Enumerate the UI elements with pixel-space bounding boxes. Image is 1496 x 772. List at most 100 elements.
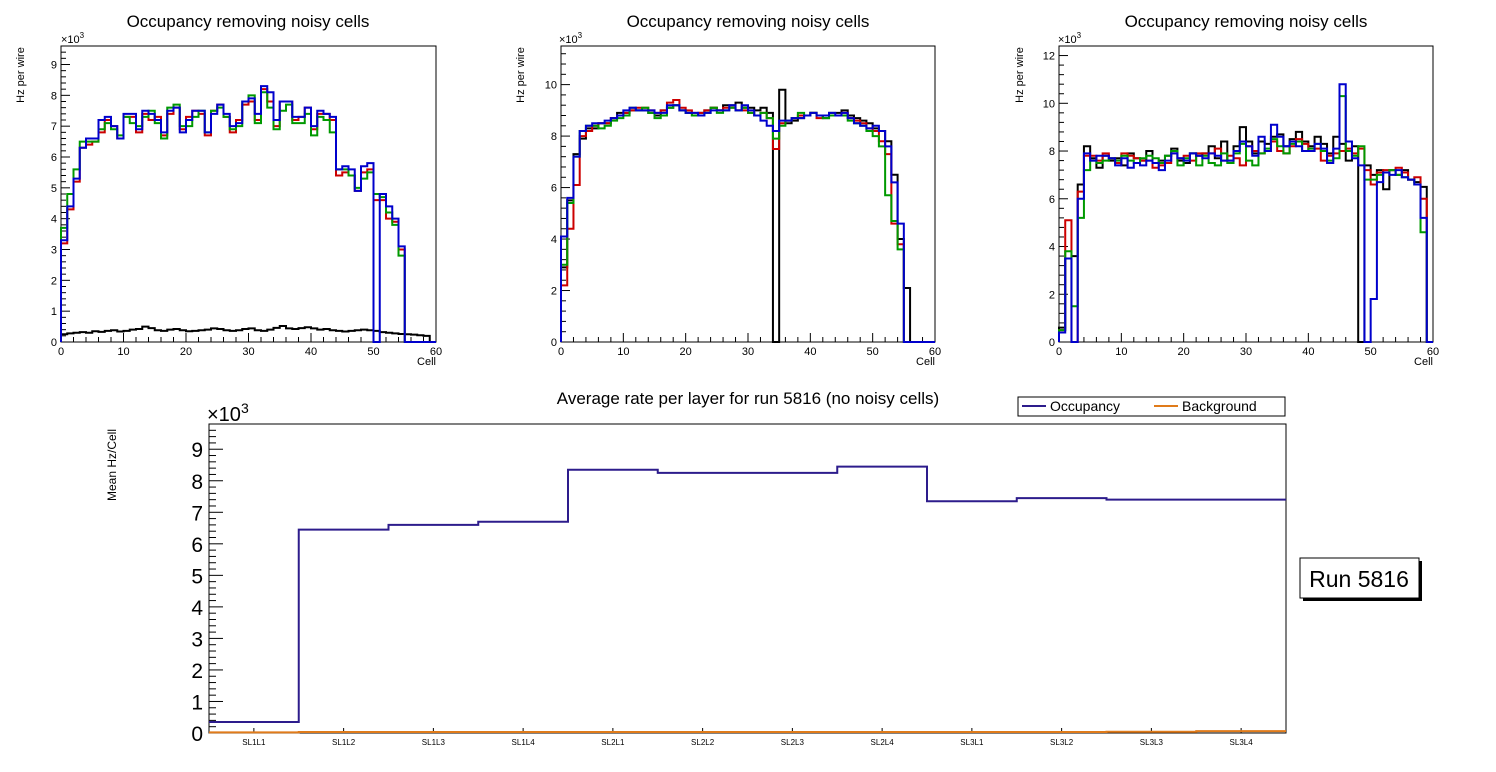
panel-4-ylabel: Mean Hz/Cell <box>105 429 119 501</box>
panel-3-series <box>1058 83 1433 343</box>
panel-4-ytick-label: 6 <box>191 534 203 557</box>
panel-4-ytick-label: 1 <box>191 691 203 714</box>
panel-3-xtick-label: 50 <box>1365 346 1377 358</box>
panel-4-ytick-label: 5 <box>191 565 203 588</box>
panel-4-ytick-label: 2 <box>191 660 203 683</box>
panel-4-ytick-label: 0 <box>191 723 203 746</box>
panel-1-xtick-label: 40 <box>305 346 317 358</box>
legend: Occupancy Background <box>1017 396 1286 417</box>
run-annotation-box <box>1299 557 1420 599</box>
panel-4: Average rate per layer for run 5816 (no … <box>105 389 1422 747</box>
panel-2: Occupancy removing noisy cells Hz per wi… <box>515 12 941 368</box>
panel-2-axes: 0 10 20 30 40 50 60 0 2 4 6 8 10 <box>545 53 941 358</box>
panel-4-category-label: SL1L3 <box>422 738 446 747</box>
panel-3-ytick-label: 2 <box>1049 289 1055 301</box>
panel-3-ytick-label: 8 <box>1049 146 1055 158</box>
panel-3-series-layer4 <box>1058 83 1433 343</box>
panel-1-ytick-label: 8 <box>51 90 57 102</box>
panel-3-xtick-label: 40 <box>1302 346 1314 358</box>
panel-2-xlabel: Cell <box>916 356 935 368</box>
panel-4-category-label: SL2L4 <box>871 738 895 747</box>
panel-4-category-label: SL1L2 <box>332 738 356 747</box>
panel-3-title: Occupancy removing noisy cells <box>1125 12 1368 31</box>
panel-4-series <box>209 465 1286 734</box>
panel-3-ytick-label: 4 <box>1049 242 1055 254</box>
legend-label-background: Background <box>1182 398 1257 414</box>
panel-1-ytick-label: 2 <box>51 275 57 287</box>
panel-1-xtick-label: 0 <box>58 346 64 358</box>
panel-2-xtick-label: 40 <box>804 346 816 358</box>
panel-3-ylabel: Hz per wire <box>1014 47 1026 103</box>
panel-1-ytick-label: 3 <box>51 245 57 257</box>
panel-4-ytick-label: 7 <box>191 502 203 525</box>
panel-1-ytick-label: 9 <box>51 60 57 72</box>
panel-3-xlabel: Cell <box>1414 356 1433 368</box>
panel-4-category-label: SL2L3 <box>781 738 805 747</box>
legend-label-occupancy: Occupancy <box>1050 398 1120 414</box>
panel-4-category-label: SL2L2 <box>691 738 715 747</box>
panel-1-series <box>60 85 436 343</box>
panel-3-xtick-label: 10 <box>1115 346 1127 358</box>
panel-2-ytick-label: 0 <box>551 337 557 349</box>
panel-1-xlabel: Cell <box>417 356 436 368</box>
panel-4-category-label: SL1L4 <box>512 738 536 747</box>
panel-3-xtick-label: 20 <box>1178 346 1190 358</box>
panel-3-series-layer3 <box>1058 95 1433 343</box>
legend-box <box>1017 396 1286 417</box>
panel-1-ytick-label: 1 <box>51 306 57 318</box>
panel-4-frame <box>208 423 1287 734</box>
panel-1-xtick-label: 60 <box>430 346 442 358</box>
panel-2-title: Occupancy removing noisy cells <box>627 12 870 31</box>
panel-1-ytick-label: 0 <box>51 337 57 349</box>
panel-4-series-occupancy <box>209 465 1286 723</box>
panel-1-xtick-label: 10 <box>117 346 129 358</box>
panel-1-series-layer4 <box>60 85 436 343</box>
panel-2-exponent: ×103 <box>559 31 583 46</box>
panel-2-ylabel: Hz per wire <box>515 47 527 103</box>
panel-1-ytick-label: 6 <box>51 152 57 164</box>
panel-4-title: Average rate per layer for run 5816 (no … <box>557 389 939 408</box>
panel-2-xtick-label: 60 <box>929 346 941 358</box>
panel-2-xtick-label: 10 <box>617 346 629 358</box>
panel-3-axes: 0 10 20 30 40 50 60 0 2 4 6 8 10 12 <box>1043 45 1439 358</box>
panel-2-series-layer3 <box>560 104 935 343</box>
panel-2-ytick-label: 10 <box>545 80 557 92</box>
panel-2-ytick-label: 2 <box>551 286 557 298</box>
panel-2-series-layer4 <box>560 104 935 343</box>
panel-1-ytick-label: 5 <box>51 183 57 195</box>
panel-1-xtick-label: 20 <box>180 346 192 358</box>
panel-3-xtick-label: 60 <box>1427 346 1439 358</box>
panel-3: Occupancy removing noisy cells Hz per wi… <box>1014 12 1439 368</box>
panel-4-category-label: SL3L3 <box>1140 738 1164 747</box>
panel-2-xtick-label: 30 <box>742 346 754 358</box>
panel-4-category-label: SL3L2 <box>1050 738 1074 747</box>
panel-2-series <box>560 88 935 343</box>
panel-4-series-background <box>209 730 1286 734</box>
panel-2-xtick-label: 50 <box>867 346 879 358</box>
run-annotation: Run 5816 <box>1299 557 1422 601</box>
panel-2-frame <box>560 45 936 343</box>
panel-1-axes: 0 10 20 30 40 50 60 0 1 2 3 4 5 6 7 8 9 <box>51 45 442 358</box>
panel-3-ytick-label: 12 <box>1043 51 1055 63</box>
panel-4-category-label: SL2L1 <box>601 738 625 747</box>
panel-1: Occupancy removing noisy cells Hz per wi… <box>15 12 442 368</box>
panel-3-ytick-label: 0 <box>1049 337 1055 349</box>
panel-1-xtick-label: 30 <box>242 346 254 358</box>
panel-3-ytick-label: 6 <box>1049 194 1055 206</box>
panel-4-category-label: SL1L1 <box>242 738 266 747</box>
panel-4-ytick-label: 3 <box>191 628 203 651</box>
panel-3-exponent: ×103 <box>1058 31 1082 46</box>
panel-4-ytick-label: 9 <box>191 439 203 462</box>
panel-1-ytick-label: 4 <box>51 214 57 226</box>
panel-2-ytick-label: 8 <box>551 131 557 143</box>
panel-1-ylabel: Hz per wire <box>15 47 27 103</box>
run-annotation-text: Run 5816 <box>1309 566 1409 592</box>
panel-4-exponent: ×103 <box>207 400 249 426</box>
panel-2-ytick-label: 4 <box>551 234 557 246</box>
panel-4-category-label: SL3L4 <box>1230 738 1254 747</box>
panel-1-title: Occupancy removing noisy cells <box>127 12 370 31</box>
panel-3-xtick-label: 30 <box>1240 346 1252 358</box>
panel-1-exponent: ×103 <box>61 31 85 46</box>
panel-2-xtick-label: 0 <box>558 346 564 358</box>
